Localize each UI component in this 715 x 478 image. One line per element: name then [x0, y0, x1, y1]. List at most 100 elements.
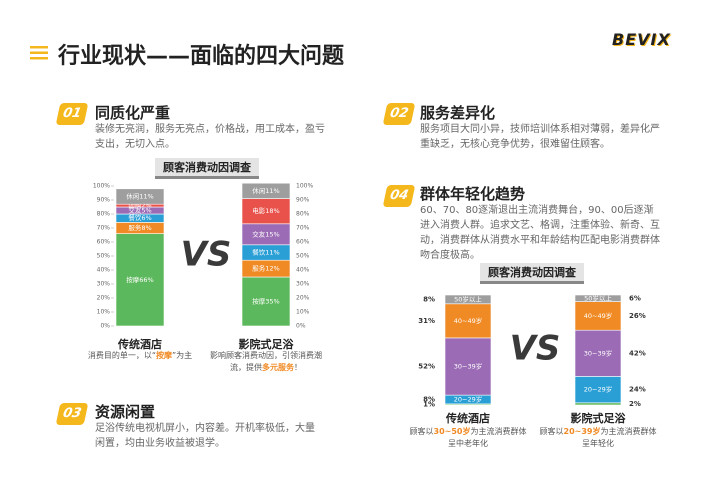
value-label: 52% [418, 363, 435, 371]
caption: 顾客以20~39岁为主流消费群体呈年轻化 [538, 426, 658, 450]
vs-label: VS [181, 235, 232, 275]
caption-part: 20~39岁 [563, 427, 601, 436]
segment-label: 30~39岁 [584, 348, 613, 357]
bar-segment [444, 303, 492, 339]
caption-part: 为主流消费群体呈中老年化 [448, 427, 527, 448]
y-tick-label: 80% [296, 211, 310, 218]
caption-part: ！ [294, 363, 302, 372]
section-text: 装修无亮润，服务无亮点，价格战，用工成本，盈亏支出，无切入点。 [95, 124, 325, 150]
y-tick-label: 0% [100, 323, 110, 330]
badge: 02 [382, 103, 416, 125]
caption: 顾客以30~50岁为主流消费群体呈中老年化 [408, 426, 528, 450]
page-title: 行业现状——面临的四大问题 [58, 44, 345, 69]
bar-name: 影院式足浴 [570, 412, 626, 425]
caption-part: ”为主 [172, 351, 193, 360]
y-tick-label: 60% [97, 239, 111, 246]
bar-segment [444, 337, 492, 396]
bar-segment [115, 233, 165, 327]
segment-label: 交友5% [128, 206, 151, 215]
segment-label: 按摩35% [252, 297, 279, 306]
y-tick-label: 100% [296, 183, 313, 190]
segment-label: 餐饮11% [252, 248, 279, 257]
caption-part: 顾客以 [409, 427, 434, 436]
bar-segment [241, 198, 291, 225]
segment-label: 休闲11% [126, 192, 153, 201]
bar-segment [574, 329, 622, 377]
y-tick-label: 100% [93, 183, 110, 190]
bar-segment [241, 182, 291, 199]
menu-icon [30, 46, 48, 60]
y-tick-label: 30% [296, 281, 310, 288]
bar-name: 传统酒店 [118, 338, 162, 351]
badge: 03 [55, 403, 89, 425]
value-label: 8% [423, 396, 435, 404]
value-label: 42% [629, 349, 646, 357]
value-label: 1% [423, 400, 435, 408]
caption-part: 为主流消费群体呈年轻化 [582, 427, 657, 448]
segment-label: 20~29岁 [454, 395, 483, 404]
caption: 消费目的单一，以“按摩”为主 [80, 350, 200, 362]
chart: 0% 0% 10% 10% 20% 20% 30% 30% 40% 40% 50% 50% 60% 60%… [93, 182, 314, 330]
badge: 01 [55, 103, 89, 125]
y-tick-label: 70% [97, 225, 111, 232]
y-tick-label: 50% [97, 253, 111, 260]
segment-label: 50岁以上 [584, 293, 612, 302]
segment-label: 电影18% [252, 206, 279, 215]
segment-label: 餐饮6% [128, 213, 151, 222]
caption-part: 按摩 [156, 351, 172, 360]
section-title: 资源闲置 [95, 403, 156, 421]
y-tick-label: 10% [296, 309, 310, 316]
segment-label: 40~49岁 [584, 311, 613, 320]
bar-segment [574, 301, 622, 331]
y-tick-label: 60% [296, 239, 310, 246]
caption-part: 顾客以 [539, 427, 564, 436]
caption-part: 影响顾客消费动因，引领消费潮流，提供 [210, 351, 322, 372]
y-tick-label: 0% [296, 323, 306, 330]
section-text: 60、70、80逐渐退出主流消费舞台，90、00后逐渐进入消费人群。追求文艺、格… [420, 205, 660, 261]
section-text: 足浴传统电视机屏小，内容差。开机率极低，大量闲置，均由业务收益被退学。 [95, 423, 315, 449]
bar-segment [574, 402, 622, 406]
value-label: 8% [423, 295, 435, 303]
segment-label: 交友15% [252, 229, 279, 238]
segment-label: 20~29岁 [584, 385, 613, 394]
y-tick-label: 40% [296, 267, 310, 274]
value-label: 24% [629, 386, 646, 394]
bar-segment [444, 294, 492, 305]
caption-part: 30~50岁 [433, 427, 471, 436]
y-tick-label: 70% [296, 225, 310, 232]
y-tick-label: 20% [97, 295, 111, 302]
segment-label: 40~49岁 [454, 316, 483, 325]
y-tick-label: 40% [97, 267, 111, 274]
chart-title: 顾客消费动因调查 [155, 158, 259, 179]
section-title: 服务差异化 [420, 104, 496, 122]
y-tick-label: 20% [296, 295, 310, 302]
segment-label: 服务12% [252, 264, 279, 273]
y-tick-label: 30% [97, 281, 111, 288]
value-label: 26% [629, 312, 646, 320]
section-text: 服务项目大同小异，技师培训体系相对薄弱，差异化严重缺乏，无核心竞争优势，很难留住… [420, 124, 660, 150]
vs-label: VS [510, 329, 561, 369]
section-title: 群体年轻化趋势 [420, 185, 526, 203]
segment-label: 休闲11% [252, 186, 279, 195]
value-label: 6% [629, 294, 641, 302]
y-tick-label: 10% [97, 309, 111, 316]
logo: BEVIX [612, 30, 671, 49]
bar-name: 影院式足浴 [238, 338, 294, 351]
section-title: 同质化严重 [95, 104, 171, 122]
y-tick-label: 50% [296, 253, 310, 260]
value-label: 2% [629, 400, 641, 408]
segment-label: 团购2% [128, 201, 151, 210]
value-label: 31% [418, 317, 435, 325]
segment-label: 30~39岁 [454, 362, 483, 371]
y-tick-label: 90% [296, 197, 310, 204]
chart: VS 1% 20~29岁 8% 30~39岁 52% 40~49岁 31% 50岁以上 8% 2% 2… [418, 293, 646, 408]
chart-title: 顾客消费动因调查 [480, 263, 584, 284]
caption: 影响顾客消费动因，引领消费潮流，提供多元服务！ [206, 350, 326, 374]
caption-part: 多元服务 [262, 363, 294, 372]
segment-label: 50岁以上 [454, 294, 482, 303]
caption-part: 消费目的单一，以“ [87, 351, 156, 360]
badge: 04 [382, 185, 416, 207]
bar-segment [574, 294, 622, 302]
segment-label: 服务8% [128, 223, 151, 232]
